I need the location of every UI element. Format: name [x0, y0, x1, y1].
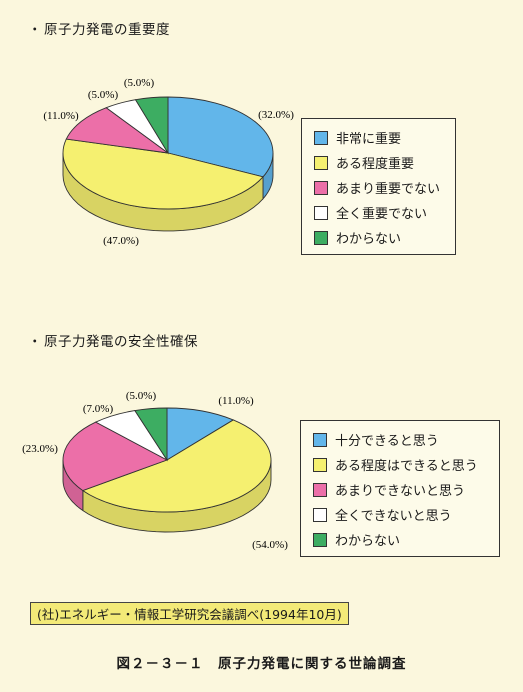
chart2-legend: 十分できると思うある程度はできると思う あまりできないと思う 全くできないと思う わか…	[300, 420, 500, 557]
chart1-legend-label: わからない	[336, 232, 402, 247]
chart2-legend-swatch	[313, 457, 327, 472]
chart2-legend-item: 全くできないと思う	[313, 502, 489, 527]
chart2-legend-item: わからない	[313, 527, 489, 552]
chart1-value-labels: (32.0%) (47.0%) (11.0%) (5.0%) (5.0%)	[43, 77, 294, 247]
chart2-legend-item: 十分できると思う	[313, 427, 489, 452]
chart2-legend-swatch	[313, 432, 327, 447]
chart2-legend-swatch	[313, 532, 327, 547]
chart1-title: ・原子力発電の重要度	[28, 18, 170, 38]
chart1-legend-swatch	[314, 155, 328, 170]
chart1-title-prefix: ・	[28, 22, 42, 38]
chart1-legend-item: 全く重要でない	[314, 200, 445, 225]
chart2-value-label-3: (7.0%)	[83, 403, 114, 415]
chart1-slice-4	[134, 96, 169, 155]
chart1-value-label-0: (32.0%)	[258, 109, 294, 121]
chart2-legend-swatch	[313, 507, 327, 522]
chart1-legend: 非常に重要ある程度重要あまり重要でない 全く重要でない わからない	[301, 118, 456, 255]
source-note: (社)エネルギー・情報工学研究会議調べ(1994年10月)	[30, 602, 349, 625]
chart1-legend-item: 非常に重要	[314, 125, 445, 150]
chart1-legend-label: ある程度重要	[336, 157, 415, 172]
chart2-legend-label: 十分できると思う	[335, 434, 439, 449]
chart2-value-label-2: (23.0%)	[22, 443, 58, 455]
chart2-legend-swatch	[313, 482, 327, 497]
chart1-legend-item: ある程度重要	[314, 150, 445, 175]
chart2-value-label-1: (54.0%)	[252, 539, 288, 551]
chart1-legend-swatch	[314, 205, 328, 220]
chart2-pie: (11.0%) (54.0%) (23.0%) (7.0%) (5.0%)	[22, 390, 288, 551]
chart1-legend-label: あまり重要でない	[336, 182, 441, 197]
chart2-legend-label: わからない	[335, 534, 401, 549]
chart2-legend-item: ある程度はできると思う	[313, 452, 489, 477]
chart1-value-label-1: (47.0%)	[103, 235, 139, 247]
chart1-slice-0	[167, 96, 274, 178]
chart2-legend-label: 全くできないと思う	[335, 509, 452, 524]
chart2-slice-2	[62, 421, 169, 492]
chart1-legend-swatch	[314, 130, 328, 145]
chart1-legend-swatch	[314, 230, 328, 245]
chart2-legend-item: あまりできないと思う	[313, 477, 489, 502]
chart1-value-label-4: (5.0%)	[124, 77, 155, 89]
chart2-title-prefix: ・	[28, 334, 42, 350]
chart2-legend-label: ある程度はできると思う	[335, 459, 478, 474]
chart2-slice-1	[81, 419, 272, 513]
chart2-legend-label: あまりできないと思う	[335, 484, 466, 499]
chart1-legend-item: あまり重要でない	[314, 175, 445, 200]
chart1-legend-label: 全く重要でない	[336, 207, 428, 222]
chart1-value-label-2: (11.0%)	[43, 110, 79, 122]
chart2-value-label-0: (11.0%)	[218, 395, 254, 407]
chart1-legend-swatch	[314, 180, 328, 195]
chart2-title-text: 原子力発電の安全性確保	[44, 334, 198, 350]
chart1-title-text: 原子力発電の重要度	[44, 22, 170, 38]
chart1-pie: (32.0%) (47.0%) (11.0%) (5.0%) (5.0%)	[43, 77, 294, 247]
chart2-value-labels: (11.0%) (54.0%) (23.0%) (7.0%) (5.0%)	[22, 390, 288, 551]
chart2-value-label-4: (5.0%)	[126, 390, 157, 402]
chart1-slice-1	[62, 138, 264, 210]
chart2-slice-4	[134, 407, 168, 462]
chart1-legend-label: 非常に重要	[336, 132, 402, 147]
chart2-slice-0	[166, 407, 235, 461]
chart1-legend-item: わからない	[314, 225, 445, 250]
chart1-pie-top	[62, 96, 274, 210]
chart2-pie-top	[62, 407, 272, 513]
figure-caption: 図２－３－１ 原子力発電に関する世論調査	[116, 656, 407, 672]
chart1-value-label-3: (5.0%)	[88, 89, 119, 101]
chart2-title: ・原子力発電の安全性確保	[28, 330, 198, 350]
chart1-slice-2	[65, 107, 169, 154]
